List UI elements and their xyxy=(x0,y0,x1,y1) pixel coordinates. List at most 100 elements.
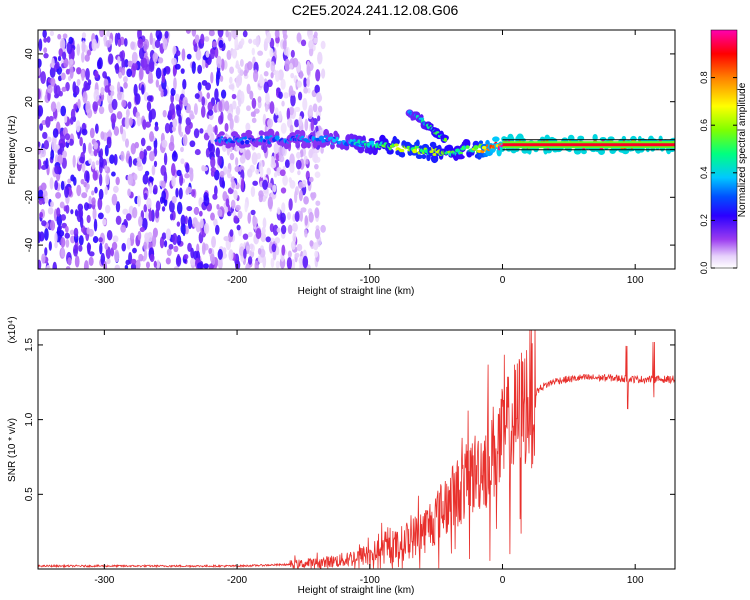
noise-blob xyxy=(106,136,112,149)
noise-blob xyxy=(70,174,75,182)
noise-blob xyxy=(294,211,300,222)
noise-blob xyxy=(249,90,254,100)
noise-blob xyxy=(180,146,184,153)
noise-blob xyxy=(88,251,95,257)
noise-blob xyxy=(62,150,67,159)
y-tick-label: 1.0 xyxy=(24,412,35,426)
noise-blob xyxy=(143,241,148,251)
noise-blob xyxy=(52,128,59,138)
noise-blob xyxy=(81,32,87,39)
main-trace-point xyxy=(368,140,375,145)
noise-blob xyxy=(76,67,82,75)
noise-blob xyxy=(65,266,71,269)
noise-blob xyxy=(98,237,103,243)
noise-blob xyxy=(208,30,215,37)
noise-blob xyxy=(180,68,185,74)
noise-blob xyxy=(260,232,267,243)
noise-blob xyxy=(233,189,238,200)
noise-blob xyxy=(304,215,309,226)
noise-blob xyxy=(303,77,307,88)
noise-blob xyxy=(280,212,286,224)
main-trace-halo xyxy=(421,143,430,151)
noise-blob xyxy=(296,32,302,43)
noise-blob xyxy=(205,147,210,158)
noise-blob xyxy=(289,90,296,96)
noise-blob xyxy=(223,235,229,242)
noise-blob xyxy=(155,79,160,88)
noise-blob xyxy=(149,32,153,46)
noise-blob xyxy=(149,131,155,142)
noise-blob xyxy=(163,240,168,248)
noise-blob xyxy=(98,173,103,187)
noise-blob xyxy=(126,237,131,250)
noise-blob xyxy=(42,131,48,140)
noise-blob xyxy=(124,115,130,129)
noise-blob xyxy=(216,203,220,210)
noise-blob xyxy=(144,232,150,241)
noise-blob xyxy=(38,231,41,244)
noise-blob xyxy=(295,151,301,159)
noise-blob xyxy=(38,146,42,155)
noise-blob xyxy=(48,241,52,251)
main-trace-point xyxy=(259,135,263,139)
noise-blob xyxy=(103,261,108,269)
main-trace-halo xyxy=(410,151,419,156)
main-trace-halo xyxy=(630,135,637,143)
noise-blob xyxy=(137,230,142,241)
noise-blob xyxy=(171,175,176,188)
noise-blob xyxy=(57,33,62,40)
noise-blob xyxy=(197,81,202,92)
noise-blob xyxy=(213,218,218,227)
noise-blob xyxy=(173,265,180,269)
noise-blob xyxy=(210,71,214,84)
noise-blob xyxy=(170,163,176,177)
noise-blob xyxy=(162,109,167,118)
noise-blob xyxy=(50,201,54,208)
noise-blob xyxy=(216,55,222,69)
noise-blob xyxy=(266,167,271,176)
noise-blob xyxy=(155,200,161,212)
noise-blob xyxy=(179,173,184,186)
noise-blob xyxy=(279,169,286,177)
noise-blob xyxy=(127,101,132,110)
noise-blob xyxy=(214,88,219,101)
noise-blob xyxy=(300,207,307,213)
noise-blob xyxy=(151,37,157,50)
noise-blob xyxy=(86,242,92,251)
noise-blob xyxy=(65,238,70,248)
colorbar-tick-label: 0.0 xyxy=(699,262,709,275)
noise-blob xyxy=(106,131,113,137)
noise-blob xyxy=(266,31,272,44)
x-tick-label: 0 xyxy=(500,275,506,286)
noise-blob xyxy=(298,115,303,127)
noise-blob xyxy=(215,224,220,235)
noise-blob xyxy=(270,72,274,79)
noise-blob xyxy=(66,41,73,55)
noise-blob xyxy=(163,67,167,77)
noise-blob xyxy=(244,149,251,161)
noise-blob xyxy=(133,83,138,97)
noise-blob xyxy=(280,78,286,90)
main-trace-point xyxy=(481,145,487,150)
noise-blob xyxy=(289,153,295,167)
noise-blob xyxy=(262,188,269,195)
noise-blob xyxy=(104,242,109,250)
noise-blob xyxy=(111,171,116,177)
noise-blob xyxy=(274,237,281,244)
noise-blob xyxy=(91,197,96,206)
main-trace-halo xyxy=(306,141,311,149)
noise-blob xyxy=(126,68,133,78)
noise-blob xyxy=(164,122,171,134)
noise-blob xyxy=(110,90,115,97)
noise-blob xyxy=(299,70,304,79)
noise-blob xyxy=(200,33,205,45)
noise-blob xyxy=(93,88,100,102)
noise-blob xyxy=(54,232,58,244)
noise-blob xyxy=(217,208,223,217)
noise-blob xyxy=(77,98,81,109)
noise-blob xyxy=(168,200,175,213)
noise-blob xyxy=(146,145,152,151)
noise-blob xyxy=(290,93,296,107)
noise-blob xyxy=(125,108,130,118)
noise-blob xyxy=(96,59,102,70)
